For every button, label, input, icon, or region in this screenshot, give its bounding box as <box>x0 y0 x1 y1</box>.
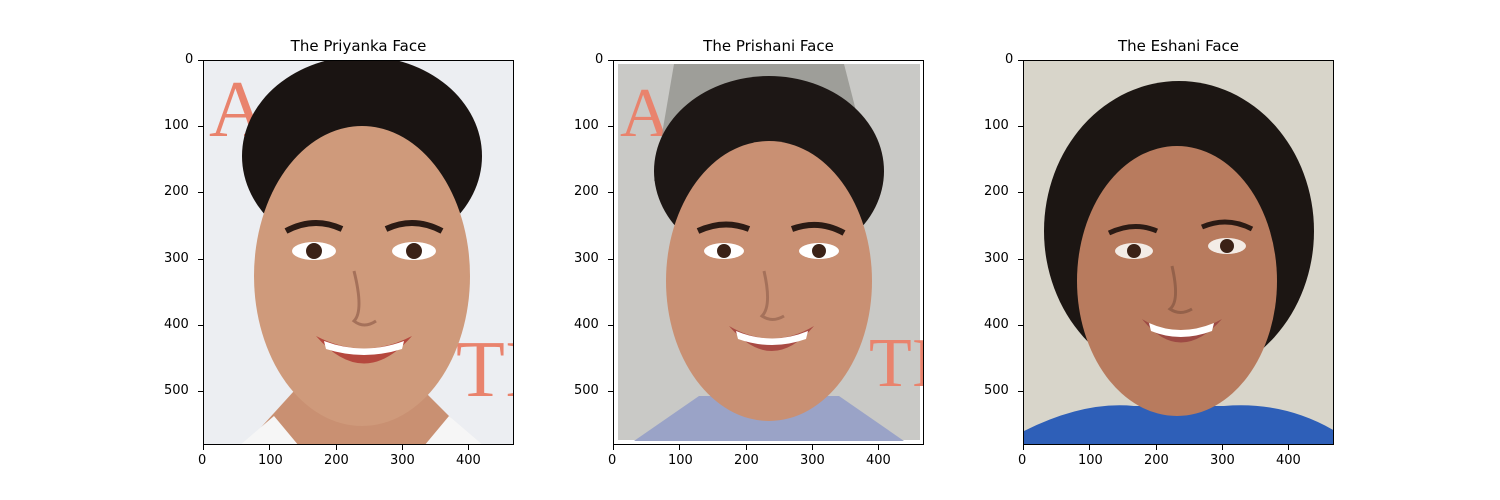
y-tick-label: 200 <box>574 184 599 199</box>
x-tick-label: 300 <box>1210 453 1235 468</box>
svg-text:TI: TI <box>456 326 514 414</box>
y-tick-label: 0 <box>1005 52 1014 67</box>
x-tick-label: 200 <box>734 453 759 468</box>
x-tick-label: 100 <box>668 453 693 468</box>
y-tick-label: 500 <box>574 383 599 398</box>
y-tick-label: 100 <box>574 118 599 133</box>
y-tick-label: 500 <box>984 383 1009 398</box>
x-tick-label: 400 <box>1276 453 1301 468</box>
y-tick-label: 300 <box>164 251 189 266</box>
y-tick-label: 400 <box>574 317 599 332</box>
x-tick-label: 0 <box>198 453 207 468</box>
face-image-eshani <box>1024 61 1333 444</box>
image-frame: A TI <box>203 60 514 445</box>
y-tick-label: 300 <box>574 251 599 266</box>
image-frame: A TI <box>613 60 924 445</box>
x-tick-label: 0 <box>1018 453 1027 468</box>
y-tick-label: 0 <box>185 52 194 67</box>
face-image-priyanka: A TI <box>204 61 514 444</box>
image-frame <box>1023 60 1334 445</box>
svg-text:TI: TI <box>869 325 924 402</box>
y-tick-label: 500 <box>164 383 189 398</box>
panel-title: The Priyanka Face <box>290 37 427 55</box>
y-tick-label: 300 <box>984 251 1009 266</box>
x-tick-label: 0 <box>608 453 617 468</box>
x-tick-label: 200 <box>324 453 349 468</box>
y-tick-label: 100 <box>984 118 1009 133</box>
x-tick-label: 400 <box>866 453 891 468</box>
y-tick-label: 400 <box>164 317 189 332</box>
y-tick-label: 200 <box>984 184 1009 199</box>
x-tick-label: 200 <box>1144 453 1169 468</box>
x-tick-label: 100 <box>258 453 283 468</box>
y-tick-label: 100 <box>164 118 189 133</box>
x-tick-label: 100 <box>1078 453 1103 468</box>
x-tick-label: 300 <box>800 453 825 468</box>
x-tick-label: 300 <box>390 453 415 468</box>
face-image-prishani: A TI <box>614 61 924 444</box>
panel-title: The Eshani Face <box>1117 37 1240 55</box>
panel-title: The Prishani Face <box>703 37 834 55</box>
y-tick-label: 200 <box>164 184 189 199</box>
x-tick-label: 400 <box>456 453 481 468</box>
y-tick-label: 0 <box>595 52 604 67</box>
y-tick-label: 400 <box>984 317 1009 332</box>
